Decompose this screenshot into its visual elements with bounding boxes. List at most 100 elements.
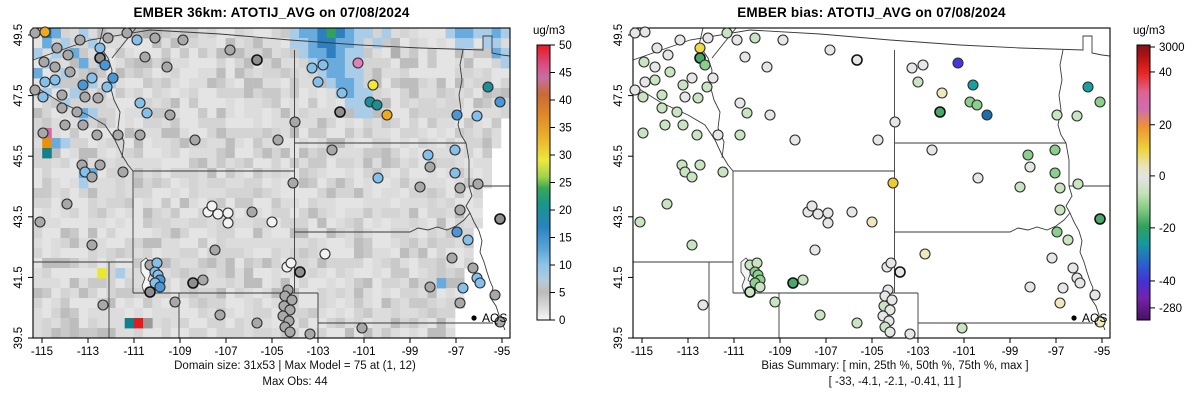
raster-cell (344, 128, 355, 139)
raster-cell (418, 328, 428, 339)
raster-cell (390, 278, 401, 289)
raster-cell (372, 288, 382, 299)
station-marker (101, 81, 113, 93)
raster-cell (124, 178, 135, 189)
raster-cell (363, 288, 373, 299)
raster-cell (363, 158, 373, 169)
raster-cell (198, 108, 208, 119)
station-marker (449, 144, 461, 156)
y-tick-label: 39.5 (13, 327, 25, 349)
raster-cell (399, 148, 410, 159)
raster-cell (170, 178, 181, 189)
raster-cell (280, 148, 291, 159)
raster-cell (161, 98, 171, 109)
raster-cell (243, 138, 254, 149)
raster-cell (124, 308, 135, 319)
raster-cell (390, 168, 401, 179)
colorbar-tick-label: 45 (559, 68, 572, 80)
raster-cell (409, 198, 419, 209)
raster-cell (390, 188, 401, 199)
station-marker (449, 167, 461, 179)
raster-cell (216, 38, 227, 49)
raster-cell (152, 118, 162, 129)
raster-cell (464, 228, 474, 239)
raster-cell (88, 208, 98, 219)
raster-cell (445, 38, 456, 49)
colorbar-tick-label: 20 (1159, 120, 1172, 132)
raster-cell (399, 28, 410, 39)
raster-cell (363, 48, 373, 59)
raster-cell (243, 48, 254, 59)
raster-cell (51, 128, 61, 139)
raster-cell (399, 308, 410, 319)
raster-cell (363, 218, 373, 229)
raster-cell (33, 248, 43, 259)
raster-cell (143, 98, 153, 109)
station-marker (287, 177, 299, 189)
raster-cell (106, 198, 116, 209)
raster-cell (152, 228, 162, 239)
raster-cell (243, 198, 254, 209)
raster-cell (179, 238, 190, 249)
raster-cell (418, 78, 428, 89)
raster-cell (482, 168, 493, 179)
raster-cell (280, 58, 291, 69)
station-marker (304, 328, 316, 340)
raster-cell (133, 88, 144, 99)
raster-cell (234, 268, 245, 279)
station-marker (692, 92, 704, 104)
raster-cell (271, 178, 282, 189)
colorbar-tick-label: 5 (559, 288, 565, 300)
raster-cell (198, 178, 208, 189)
raster-cell (124, 88, 135, 99)
raster-cell (427, 88, 438, 99)
raster-cell (262, 88, 272, 99)
raster-cell (69, 138, 80, 149)
raster-cell (445, 68, 456, 79)
raster-cell (372, 158, 382, 169)
raster-cell (454, 278, 465, 289)
raster-cell (69, 188, 80, 199)
raster-feature-cell (335, 28, 346, 39)
raster-cell (308, 198, 318, 209)
raster-cell (409, 238, 419, 249)
station-marker (454, 204, 466, 216)
y-tick-label: 45.5 (613, 145, 625, 167)
raster-cell (427, 68, 438, 79)
raster-cell (280, 138, 291, 149)
x-tick-label: -109 (168, 346, 191, 358)
station-marker (29, 84, 41, 96)
raster-cell (188, 108, 199, 119)
station-marker (797, 274, 809, 286)
raster-cell (280, 218, 291, 229)
raster-cell (390, 288, 401, 299)
raster-cell (198, 188, 208, 199)
station-marker (251, 317, 263, 329)
raster-cell (390, 248, 401, 259)
station-marker (851, 54, 863, 66)
raster-cell (115, 328, 126, 339)
raster-cell (60, 58, 71, 69)
raster-cell (33, 78, 43, 89)
station-marker (59, 119, 71, 131)
raster-cell (42, 298, 52, 309)
station-marker (79, 91, 91, 103)
raster-cell (133, 238, 144, 249)
station-marker (102, 32, 114, 44)
raster-feature-cell (344, 58, 355, 69)
raster-cell (106, 138, 116, 149)
x-tick-label: -115 (631, 346, 653, 358)
raster-cell (51, 238, 61, 249)
raster-cell (262, 58, 272, 69)
raster-cell (106, 288, 116, 299)
raster-cell (262, 28, 272, 39)
raster-cell (88, 138, 98, 149)
station-marker (352, 57, 364, 69)
x-tick-label: -99 (1002, 346, 1019, 358)
raster-feature-cell (308, 208, 318, 219)
station-marker (306, 62, 318, 74)
raster-cell (60, 318, 71, 329)
raster-cell (106, 118, 116, 129)
raster-cell (198, 198, 208, 209)
raster-feature-cell (354, 88, 364, 99)
